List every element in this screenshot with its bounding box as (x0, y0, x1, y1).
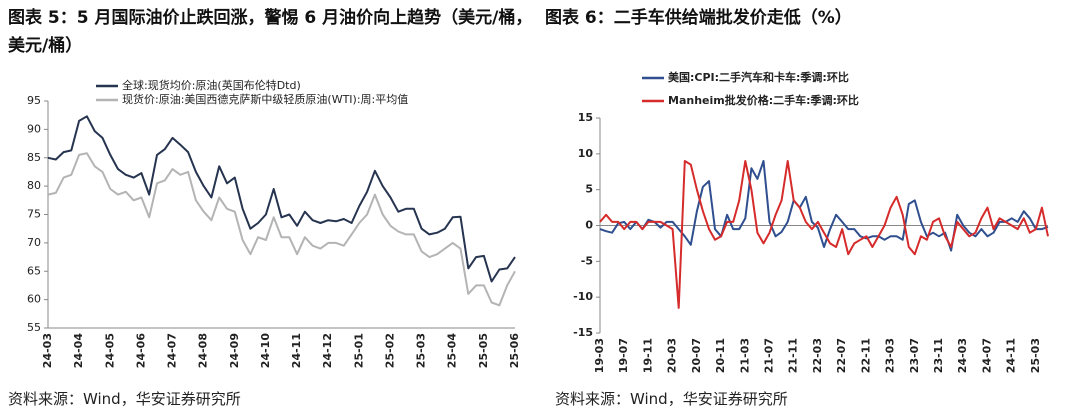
x-tick-label: 22-07 (835, 338, 848, 373)
legend-label: 美国:CPI:二手汽车和卡车:季调:环比 (668, 70, 849, 84)
x-tick-label: 24-10 (259, 333, 272, 369)
y-tick-label: 85 (27, 151, 41, 164)
x-tick-label: 25-03 (415, 333, 428, 368)
x-tick-label: 25-01 (352, 333, 365, 368)
data-line (599, 160, 1049, 309)
x-tick-label: 24-03 (41, 333, 54, 368)
y-tick-label: 95 (27, 94, 41, 107)
y-tick-label: 55 (27, 321, 41, 334)
source-note: 资料来源：Wind，华安证券研究所 (8, 390, 241, 408)
x-tick-label: 24-05 (103, 333, 116, 368)
x-tick-label: 23-11 (932, 338, 945, 373)
x-tick-label: 19-03 (593, 338, 606, 373)
data-line (47, 115, 516, 283)
y-tick-label: 0 (585, 219, 593, 232)
x-tick-label: 22-11 (859, 338, 872, 373)
chart-title: 图表 5：5 月国际油价止跌回涨，警惕 6 月油价向上趋势（美元/桶，美元/桶） (8, 8, 533, 56)
legend-label: 全球:现货均价:原油(英国布伦特Dtd) (122, 78, 301, 92)
x-tick-label: 24-03 (956, 338, 969, 373)
x-tick-label: 23-03 (884, 338, 897, 373)
x-tick-label: 24-07 (980, 338, 993, 373)
x-tick-label: 20-03 (666, 338, 679, 373)
x-tick-label: 19-11 (641, 338, 654, 373)
x-tick-label: 25-03 (1029, 338, 1042, 373)
y-tick-label: 10 (578, 147, 594, 160)
chart-title: 图表 6：二手车供给端批发价走低（%） (545, 8, 852, 28)
y-tick-label: 60 (27, 293, 41, 306)
x-tick-label: 22-03 (811, 338, 824, 373)
data-line (599, 160, 1049, 252)
x-tick-label: 21-03 (738, 338, 751, 373)
x-tick-label: 24-07 (166, 333, 179, 368)
y-tick-label: 5 (585, 183, 593, 196)
x-tick-label: 24-08 (197, 333, 210, 368)
x-tick-label: 25-06 (508, 333, 521, 369)
y-tick-label: 70 (27, 236, 41, 249)
x-tick-label: 20-07 (690, 338, 703, 373)
x-tick-label: 21-07 (763, 338, 776, 373)
legend-label: 现货价:原油:美国西德克萨斯中级轻质原油(WTI):周:平均值 (122, 92, 408, 106)
x-tick-label: 21-11 (787, 338, 800, 373)
x-tick-label: 24-09 (228, 333, 241, 368)
x-tick-label: 25-02 (383, 333, 396, 368)
y-tick-label: 75 (27, 208, 41, 221)
y-tick-label: 65 (27, 264, 41, 277)
x-tick-label: 24-11 (290, 333, 303, 368)
y-tick-label: -10 (573, 290, 593, 303)
x-tick-label: 24-06 (134, 333, 147, 369)
x-tick-label: 24-12 (321, 333, 334, 368)
x-tick-label: 20-11 (714, 338, 727, 373)
y-tick-label: 80 (27, 179, 41, 192)
x-tick-label: 25-04 (446, 333, 459, 369)
x-tick-label: 19-07 (617, 338, 630, 373)
data-line (47, 152, 516, 307)
y-tick-label: -15 (573, 326, 593, 339)
x-tick-label: 25-05 (477, 333, 490, 368)
legend-label: Manheim批发价格:二手车:季调:环比 (668, 93, 859, 107)
x-tick-label: 24-11 (1005, 338, 1018, 373)
y-tick-label: 15 (578, 111, 593, 124)
y-tick-label: 90 (27, 122, 41, 135)
source-note: 资料来源：Wind，华安证券研究所 (555, 390, 788, 408)
y-tick-label: -5 (581, 254, 593, 267)
x-tick-label: 23-07 (908, 338, 921, 373)
x-tick-label: 24-04 (72, 333, 85, 369)
